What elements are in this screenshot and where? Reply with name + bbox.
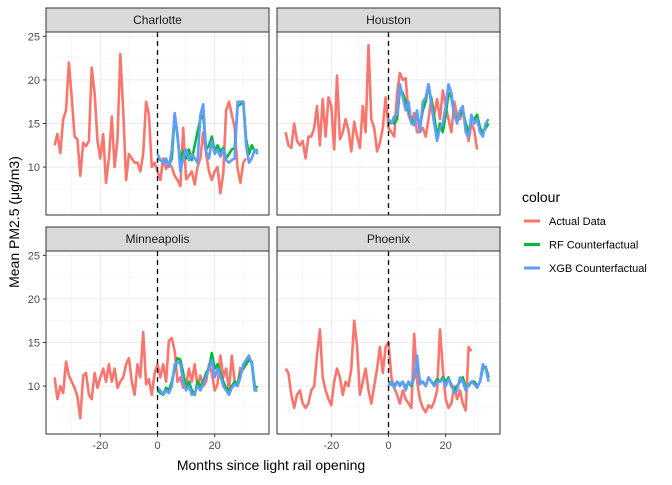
- series-line-xgb-counterfactual: [387, 354, 490, 395]
- x-tick-label: -20: [92, 440, 108, 452]
- series-line-xgb-counterfactual: [387, 83, 490, 143]
- series-line-xgb-counterfactual: [156, 100, 259, 173]
- legend-item-rf-counterfactual: RF Counterfactual: [524, 240, 638, 252]
- legend-label: Actual Data: [549, 216, 607, 228]
- panel-phoenix: Phoenix -20 0 20: [276, 226, 501, 452]
- strip-background: [45, 226, 270, 252]
- strip-title: Houston: [366, 13, 411, 27]
- panel-houston: Houston: [276, 7, 501, 216]
- legend-label: XGB Counterfactual: [549, 263, 647, 275]
- strip-title: Charlotte: [133, 13, 182, 27]
- panel-charlotte: Charlotte 10 15 20 25: [28, 7, 270, 216]
- strip-background: [276, 7, 501, 33]
- strip-title: Phoenix: [367, 232, 410, 246]
- legend-item-actual-data: Actual Data: [524, 216, 607, 228]
- x-tick-label: -20: [323, 440, 339, 452]
- legend-items: Actual Data RF Counterfactual XGB Counterf…: [524, 216, 647, 275]
- y-tick-label: 15: [28, 119, 40, 131]
- series-line-xgb-counterfactual: [156, 354, 258, 397]
- panels-layer: Charlotte 10 15 20 25 Houston Minneapolis 10 15 2…: [28, 7, 501, 452]
- x-tick-label: 20: [209, 440, 221, 452]
- x-tick-label: 0: [154, 440, 160, 452]
- series-line-actual-data: [284, 319, 473, 414]
- x-axis-title: Months since light rail opening: [177, 457, 365, 473]
- y-tick-label: 25: [28, 31, 40, 43]
- y-axis-title: Mean PM2.5 (μg/m3): [6, 156, 22, 288]
- y-tick-label: 25: [28, 250, 40, 262]
- y-tick-label: 15: [28, 338, 40, 350]
- series-line-actual-data: [53, 52, 248, 195]
- legend-label: RF Counterfactual: [549, 240, 638, 252]
- x-tick-label: 0: [385, 440, 391, 452]
- y-tick-label: 20: [28, 294, 40, 306]
- y-tick-label: 20: [28, 75, 40, 87]
- strip-background: [276, 226, 501, 252]
- y-tick-label: 10: [28, 162, 40, 174]
- y-tick-label: 10: [28, 381, 40, 393]
- strip-title: Minneapolis: [125, 232, 189, 246]
- strip-background: [45, 7, 270, 33]
- x-tick-label: 20: [440, 440, 452, 452]
- legend-item-xgb-counterfactual: XGB Counterfactual: [524, 263, 647, 275]
- legend-title: colour: [522, 189, 560, 205]
- panel-minneapolis: Minneapolis 10 15 20 25 -20 0 20: [28, 226, 270, 452]
- legend: colour Actual Data RF Counterfactual XGB C…: [522, 189, 647, 275]
